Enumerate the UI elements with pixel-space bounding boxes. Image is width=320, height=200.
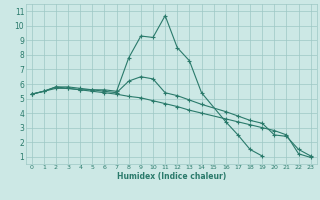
X-axis label: Humidex (Indice chaleur): Humidex (Indice chaleur)	[116, 172, 226, 181]
